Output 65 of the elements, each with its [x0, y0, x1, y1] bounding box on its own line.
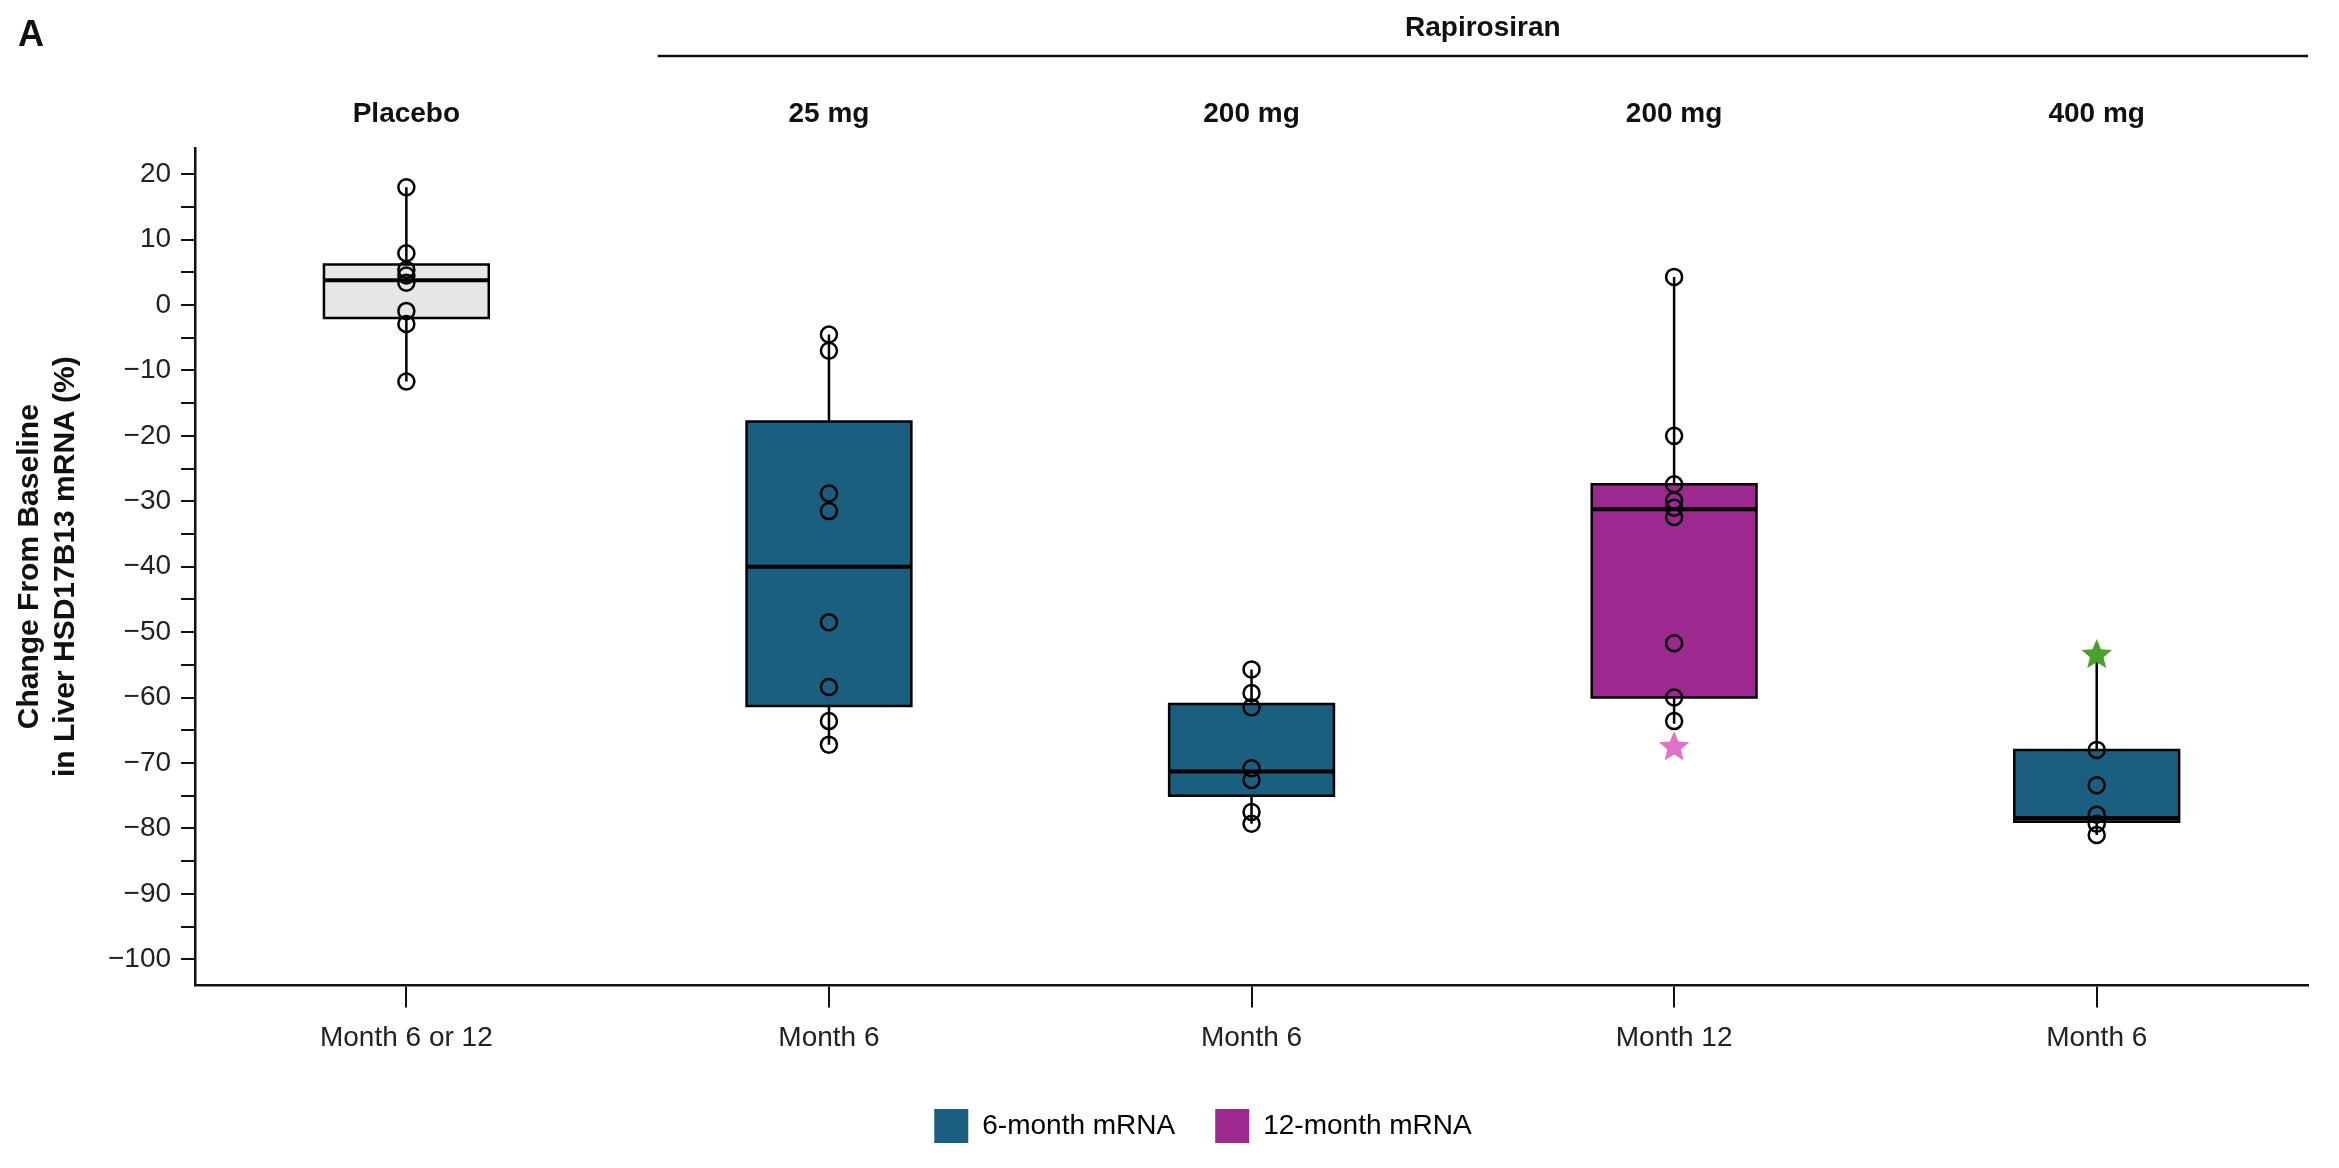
point	[397, 260, 416, 279]
point	[2081, 639, 2112, 668]
point	[819, 711, 839, 731]
text: 200 mg	[1625, 96, 1723, 128]
point	[1664, 688, 1684, 707]
point	[2087, 740, 2106, 760]
point	[1242, 758, 1261, 778]
point	[1664, 711, 1684, 731]
text: 400 mg	[2048, 96, 2145, 128]
point	[1664, 498, 1684, 518]
point	[1664, 633, 1684, 653]
point	[2087, 805, 2106, 824]
point	[1658, 731, 1690, 761]
point	[819, 677, 839, 697]
point	[1242, 660, 1261, 679]
y-tick-label: −20	[123, 418, 172, 450]
y-tick-label: −60	[123, 680, 172, 712]
text: Placebo	[352, 96, 461, 128]
text: 200 mg	[1203, 96, 1300, 128]
point	[397, 372, 416, 391]
y-tick-label: −10	[123, 353, 172, 385]
y-tick-label: −90	[123, 876, 172, 908]
point	[819, 325, 839, 344]
text: 25 mg	[788, 96, 870, 128]
legend-label: 6-month mRNA	[982, 1108, 1176, 1140]
x-tick-label: Month 6 or 12	[319, 1020, 493, 1052]
point	[2087, 825, 2106, 845]
y-tick-label: 20	[139, 156, 172, 188]
point	[1242, 683, 1261, 703]
point	[819, 613, 839, 632]
point	[397, 314, 416, 334]
point	[1664, 475, 1684, 494]
point	[1664, 426, 1684, 446]
point	[397, 244, 416, 263]
point	[1242, 802, 1261, 822]
point	[1664, 491, 1684, 510]
point	[1242, 814, 1261, 834]
x-tick-label: Month 12	[1615, 1020, 1733, 1052]
point	[819, 501, 839, 521]
point	[1242, 698, 1261, 717]
point	[1664, 267, 1684, 287]
point	[819, 735, 839, 754]
y-tick-label: −80	[123, 811, 172, 843]
y-tick-label: 0	[155, 287, 172, 319]
point	[1242, 770, 1261, 790]
y-tick-label: −40	[123, 549, 172, 581]
x-tick-label: Month 6	[1200, 1020, 1303, 1052]
y-tick-label: 10	[139, 222, 172, 254]
text: Rapirosiran	[1405, 10, 1561, 42]
text: A	[18, 12, 44, 54]
y-tick-label: −70	[123, 745, 172, 777]
point	[819, 341, 839, 361]
point	[397, 178, 416, 197]
y-axis-title: Change From Baseline in Liver HSD17B13 mRNA (%)	[11, 356, 81, 778]
x-tick-label: Month 6	[778, 1020, 880, 1052]
point	[2087, 775, 2106, 795]
point	[397, 301, 416, 321]
point	[397, 273, 416, 293]
y-tick-label: −50	[123, 614, 172, 646]
x-tick-label: Month 6	[2046, 1020, 2148, 1052]
y-tick-label: −100	[107, 941, 172, 973]
point	[397, 266, 416, 285]
point	[819, 484, 839, 503]
y-tick-label: −30	[123, 484, 172, 515]
legend-label: 12-month mRNA	[1263, 1108, 1473, 1140]
